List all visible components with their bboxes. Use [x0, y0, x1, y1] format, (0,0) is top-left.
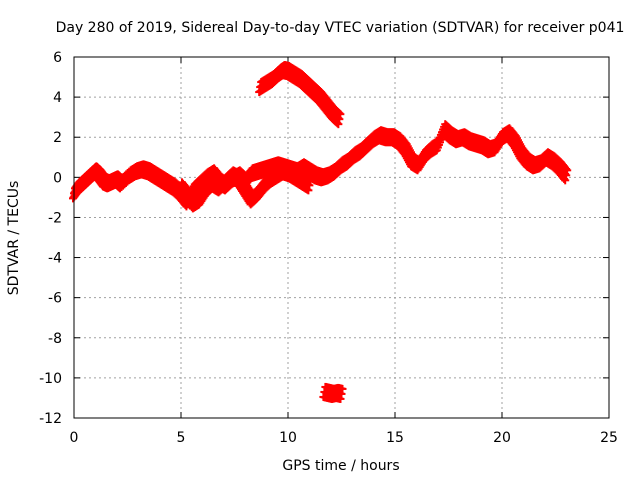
y-tick-label: -8 [48, 331, 62, 347]
data-points [69, 61, 572, 403]
data-point [336, 110, 345, 119]
chart-title: Day 280 of 2019, Sidereal Day-to-day VTE… [56, 20, 625, 36]
x-tick-label: 25 [600, 430, 618, 446]
data-point [306, 176, 315, 185]
y-tick-label: 4 [53, 90, 62, 106]
grid [74, 57, 609, 418]
data-point [563, 166, 572, 175]
data-point [338, 384, 347, 393]
x-tick-label: 0 [70, 430, 79, 446]
y-tick-label: 2 [53, 130, 62, 146]
y-tick-label: -10 [39, 371, 62, 387]
plot-frame [73, 56, 610, 419]
y-axis-label: SDTVAR / TECUs [6, 181, 22, 296]
data-point [304, 186, 313, 195]
y-tick-label: 0 [53, 170, 62, 186]
data-point [561, 176, 570, 185]
x-tick-label: 10 [279, 430, 297, 446]
x-axis-label: GPS time / hours [282, 458, 399, 474]
y-tick-label: 6 [53, 50, 62, 66]
data-point [334, 120, 343, 129]
x-tick-label: 5 [177, 430, 186, 446]
x-tick-label: 15 [386, 430, 404, 446]
data-point [336, 394, 345, 403]
y-tick-label: -2 [48, 210, 62, 226]
axis-ticks [73, 56, 610, 419]
y-tick-label: -4 [48, 251, 62, 267]
x-tick-label: 20 [493, 430, 511, 446]
y-tick-label: -12 [39, 411, 62, 427]
y-tick-label: -6 [48, 291, 62, 307]
